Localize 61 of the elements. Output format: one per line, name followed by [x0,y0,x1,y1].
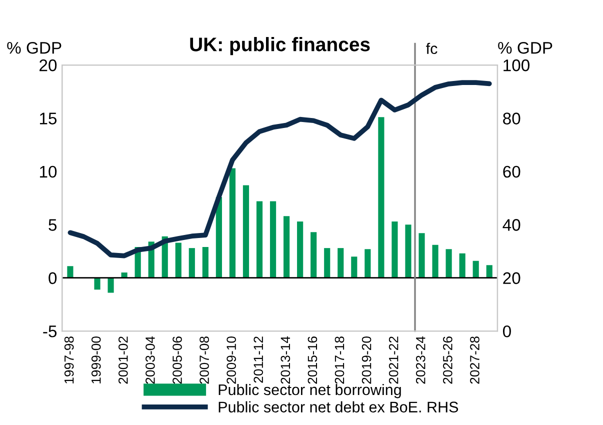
x-tick-label: 2011-12 [254,336,264,383]
x-tick-label: 2003-04 [146,336,155,384]
bar [472,260,479,278]
bar [351,256,358,278]
x-tick-label: 2009-10 [226,336,236,384]
bar [392,221,398,278]
bar [229,168,236,278]
x-tick-label: 2007-08 [200,336,209,384]
bar [297,221,304,278]
bar [338,248,344,278]
x-tick-label: 2021-22 [388,336,398,384]
bar [486,265,492,278]
y2-axis-title: % GDP [498,42,552,54]
bar [405,224,412,278]
y-tick-label: 5 [48,219,57,231]
x-tick-label: 2013-14 [280,336,290,384]
x-tick-label: 2025-26 [443,336,452,384]
y-tick-label: 15 [40,112,57,124]
bar [459,253,466,278]
legend-label: Public sector net debt ex BoE. RHS [218,401,458,412]
bar [202,247,208,278]
line-series [68,80,492,258]
y-tick-label: 0 [48,272,57,284]
x-tick-label: 2005-06 [172,336,182,384]
y2-tick-label: 60 [503,166,520,178]
x-tick-label: 2019-20 [362,336,372,384]
y2-tick-label: 20 [503,272,520,284]
bar [284,216,290,278]
bar [310,232,317,278]
bar [67,266,74,278]
ref-line-label: fc [426,42,438,54]
x-tick-label: 1997-98 [64,336,74,384]
y-axis-title: % GDP [7,42,62,54]
bar [446,249,452,278]
bar [188,248,195,278]
bar [418,233,425,278]
y-tick-label: 10 [40,166,57,178]
x-tick-label: 1999-00 [91,336,101,384]
y-tick-label: 20 [40,59,57,72]
x-tick-label: 2017-18 [334,336,344,384]
y2-tick-label: 40 [502,219,520,231]
y2-tick-label: 80 [503,112,520,124]
bar [432,244,438,278]
x-tick-label: 2023-24 [416,336,426,384]
x-tick-label: 2027-28 [470,336,480,384]
bar [242,185,250,278]
legend-label: Public sector net borrowing [218,384,401,398]
bar [256,201,263,278]
bar [175,242,182,278]
y-tick-label: -5 [43,326,57,338]
bar [270,201,276,278]
x-tick-label: 2015-16 [308,336,318,384]
x-tick-label: 2001-02 [118,336,128,384]
chart-title: UK: public finances [190,37,370,56]
bar [108,278,114,293]
y2-tick-label: 100 [504,59,530,72]
bar [94,278,100,290]
y2-tick-label: 0 [502,325,511,338]
bar [378,117,384,278]
bar [324,248,330,278]
bar [364,249,371,278]
